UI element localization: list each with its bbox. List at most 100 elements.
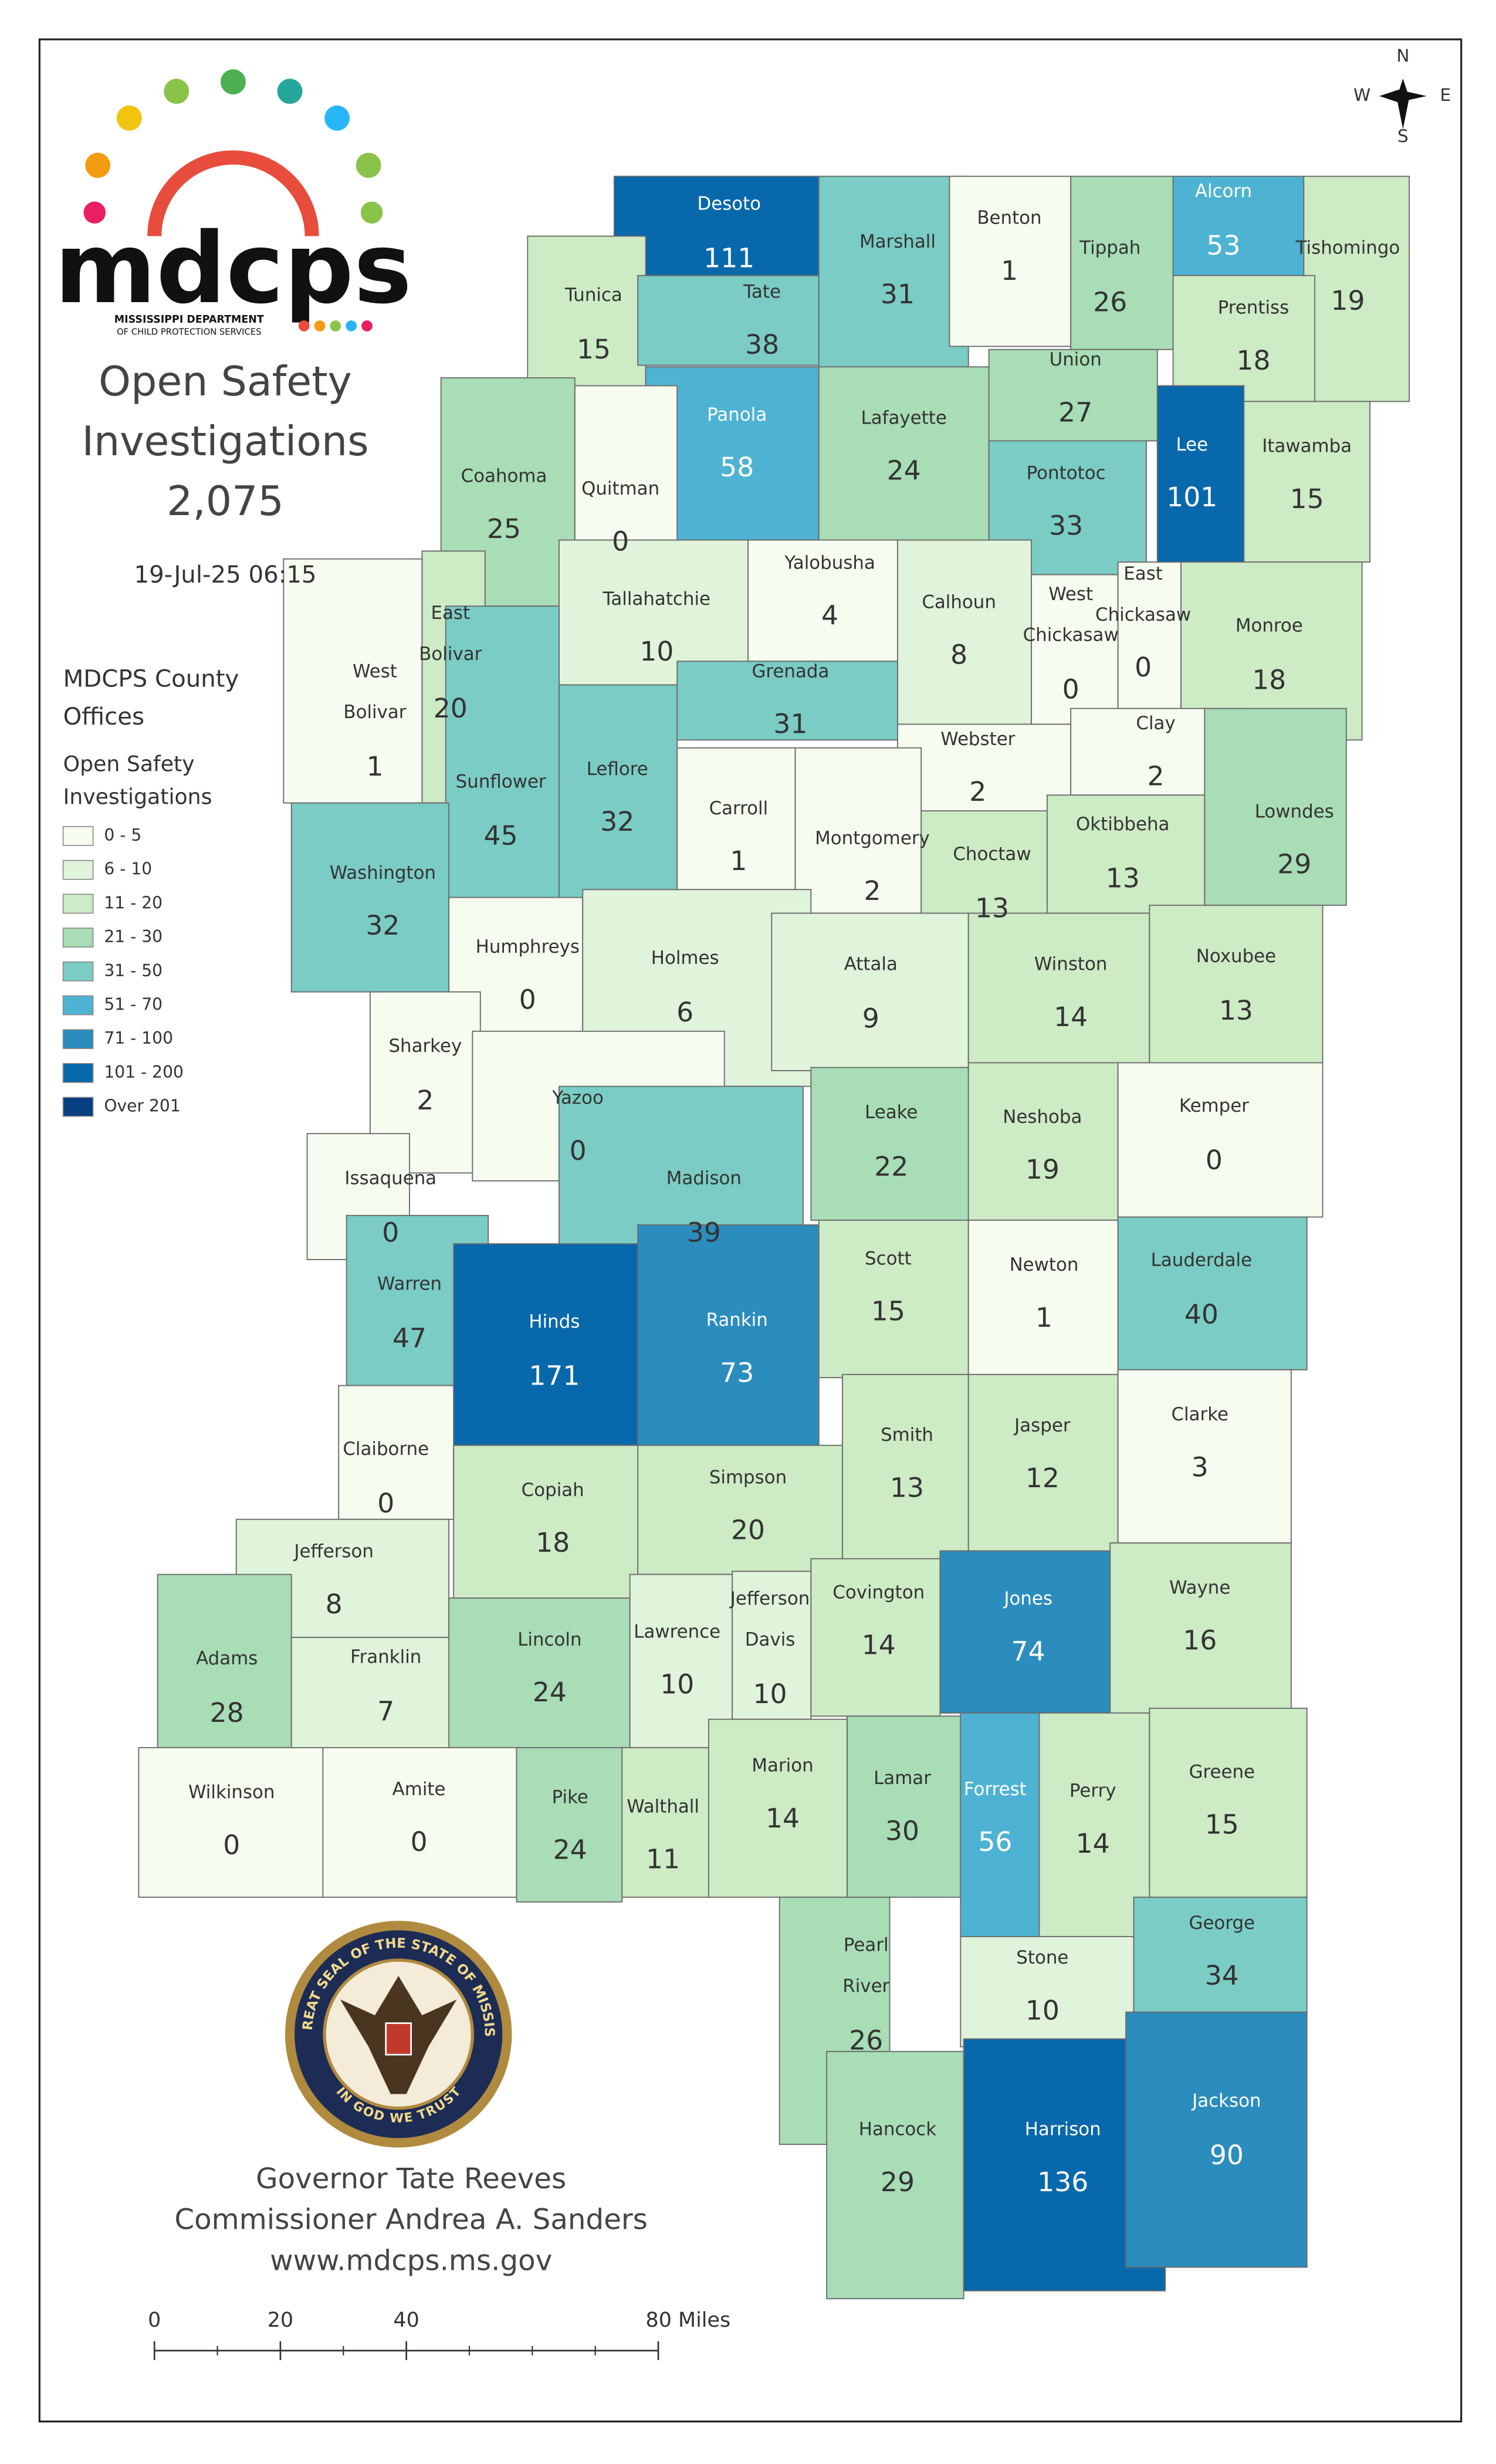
county (897, 539, 1033, 725)
logo-text: mdcps (55, 212, 412, 326)
logo-dot (330, 320, 341, 331)
county-name: Pike (552, 1786, 588, 1808)
county-name: Scott (865, 1248, 912, 1269)
county-name: Prentiss (1218, 297, 1289, 319)
county-value: 39 (687, 1217, 721, 1248)
legend-label: Over 201 (104, 1096, 180, 1116)
county-name: Newton (1010, 1254, 1079, 1275)
county-name: Itawamba (1262, 436, 1352, 457)
county (1117, 561, 1182, 709)
county-value: 0 (411, 1826, 428, 1857)
county-value: 38 (745, 329, 779, 360)
county-value: 8 (326, 1589, 343, 1620)
county-name: West (1048, 584, 1093, 605)
logo-figure (277, 79, 303, 104)
county-name: Wayne (1169, 1577, 1230, 1598)
county-value: 40 (1184, 1299, 1219, 1330)
legend-label: 11 - 20 (104, 893, 163, 912)
county-value: 2 (1148, 760, 1165, 791)
county-value: 24 (553, 1835, 587, 1866)
county-name: Noxubee (1196, 946, 1276, 967)
total: 2,075 (167, 478, 284, 525)
legend-heading: MDCPS County (63, 665, 239, 692)
county (559, 684, 678, 906)
county-value: 12 (1025, 1463, 1060, 1494)
county (1243, 401, 1371, 563)
county-name: Marion (752, 1755, 813, 1776)
county (967, 912, 1150, 1064)
county (818, 1219, 969, 1379)
county-value: 14 (1076, 1828, 1110, 1859)
county-name: Hinds (529, 1311, 580, 1332)
county-value: 56 (978, 1826, 1012, 1857)
county (1109, 1542, 1292, 1717)
county (1133, 1896, 1308, 2013)
county-name: Quitman (581, 478, 659, 499)
county (826, 2050, 964, 2300)
county (1172, 275, 1316, 402)
county-name: Walthall (627, 1796, 699, 1817)
county (818, 366, 990, 544)
county (1156, 385, 1245, 563)
county-name: Amite (392, 1779, 446, 1800)
county (448, 1597, 631, 1748)
county-name: Lauderdale (1151, 1250, 1252, 1271)
county-name: Sunflower (456, 771, 546, 792)
legend-label: 31 - 50 (104, 961, 163, 980)
county (637, 1444, 843, 1575)
county-name: Greene (1189, 1761, 1255, 1782)
scale-label: 20 (268, 2309, 293, 2332)
county (1125, 2011, 1308, 2268)
county (747, 539, 898, 662)
county (1117, 1062, 1324, 1218)
compass-letter: E (1440, 85, 1451, 105)
compass-letter: W (1353, 85, 1370, 105)
county-value: 0 (377, 1488, 394, 1519)
county-value: 53 (1206, 230, 1240, 261)
logo-dot (314, 320, 326, 331)
county (637, 1224, 820, 1446)
county-value: 26 (1093, 286, 1127, 317)
county (1046, 794, 1206, 914)
county-name: Covington (832, 1582, 925, 1603)
county-value: 24 (887, 455, 921, 486)
county-name: Clarke (1171, 1404, 1228, 1425)
county-value: 0 (570, 1135, 587, 1166)
county (960, 1712, 1040, 1937)
county-value: 2 (864, 875, 881, 906)
county-name: Lincoln (517, 1629, 581, 1650)
county-name: Kemper (1179, 1095, 1249, 1116)
county-value: 14 (1054, 1001, 1088, 1033)
county-name: Desoto (697, 193, 761, 214)
county (842, 1373, 969, 1568)
county-name: Humphreys (476, 936, 580, 957)
county (676, 661, 898, 741)
county-value: 74 (1011, 1636, 1045, 1667)
county-name: Lee (1176, 434, 1208, 455)
county-value: 47 (392, 1322, 427, 1353)
legend-subheading: Investigations (63, 784, 212, 810)
county-name: Wilkinson (188, 1782, 275, 1803)
county-name: Tippah (1079, 238, 1140, 259)
county-name: Claiborne (343, 1439, 429, 1460)
county-layer (138, 175, 1410, 2300)
county (453, 1243, 662, 1446)
county-value: 14 (862, 1630, 896, 1661)
compass-rose (1379, 79, 1427, 130)
county-name: Copiah (522, 1480, 584, 1501)
county (621, 1747, 709, 1898)
county-value: 19 (1331, 285, 1365, 316)
footer: www.mdcps.ms.gov (270, 2244, 552, 2277)
county-name: George (1189, 1913, 1255, 1934)
county-value: 45 (484, 820, 518, 851)
county-name: Leake (865, 1102, 918, 1123)
county (613, 175, 820, 276)
county-value: 18 (1236, 345, 1270, 376)
label-layer: Desoto111Tunica15Tate38Marshall31Benton1… (188, 181, 1400, 2198)
county (338, 1385, 455, 1520)
county-name: Winston (1034, 954, 1108, 975)
seal-shield (385, 2022, 412, 2056)
county-name: Yazoo (551, 1088, 603, 1109)
county-name: Alcorn (1195, 181, 1252, 202)
